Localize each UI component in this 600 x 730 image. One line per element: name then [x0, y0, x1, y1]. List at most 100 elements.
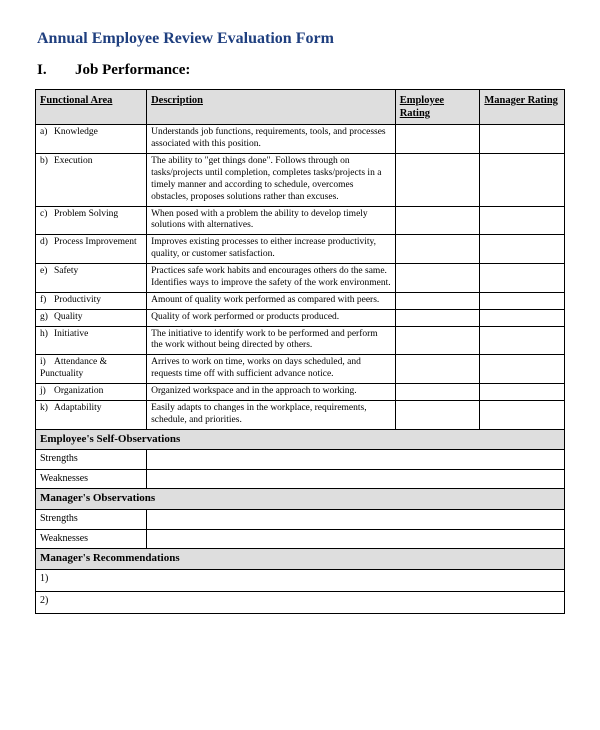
- table-row: d)Process ImprovementImproves existing p…: [36, 235, 565, 264]
- functional-area-cell: i)Attendance & Punctuality: [36, 355, 147, 384]
- row-letter: i): [40, 357, 54, 369]
- description-cell: The ability to "get things done". Follow…: [147, 154, 396, 207]
- row-letter: c): [40, 209, 54, 221]
- row-label: Knowledge: [54, 127, 98, 137]
- self-weaknesses-row: Weaknesses: [36, 469, 565, 489]
- recommendation-1-row: 1): [36, 569, 565, 591]
- employee-rating-cell[interactable]: [395, 206, 480, 235]
- manager-rating-cell[interactable]: [480, 326, 565, 355]
- manager-weaknesses-value[interactable]: [147, 529, 565, 549]
- row-letter: f): [40, 295, 54, 307]
- table-row: c)Problem SolvingWhen posed with a probl…: [36, 206, 565, 235]
- employee-rating-cell[interactable]: [395, 355, 480, 384]
- description-cell: When posed with a problem the ability to…: [147, 206, 396, 235]
- form-title: Annual Employee Review Evaluation Form: [37, 30, 565, 48]
- manager-rating-cell[interactable]: [480, 384, 565, 401]
- description-cell: Arrives to work on time, works on days s…: [147, 355, 396, 384]
- description-cell: Amount of quality work performed as comp…: [147, 292, 396, 309]
- row-letter: b): [40, 156, 54, 168]
- employee-rating-cell[interactable]: [395, 326, 480, 355]
- table-row: g)QualityQuality of work performed or pr…: [36, 309, 565, 326]
- manager-rating-cell[interactable]: [480, 125, 565, 154]
- employee-rating-cell[interactable]: [395, 125, 480, 154]
- evaluation-table: Functional Area Description Employee Rat…: [35, 89, 565, 614]
- manager-rating-cell[interactable]: [480, 400, 565, 429]
- row-label: Execution: [54, 156, 93, 166]
- manager-strengths-row: Strengths: [36, 510, 565, 530]
- row-label: Adaptability: [54, 403, 102, 413]
- functional-area-cell: e)Safety: [36, 264, 147, 293]
- manager-rating-cell[interactable]: [480, 154, 565, 207]
- manager-rating-cell[interactable]: [480, 264, 565, 293]
- section-header: I. Job Performance:: [37, 62, 565, 79]
- employee-rating-cell[interactable]: [395, 235, 480, 264]
- table-row: f)ProductivityAmount of quality work per…: [36, 292, 565, 309]
- recommendation-2[interactable]: 2): [36, 591, 565, 613]
- employee-rating-cell[interactable]: [395, 400, 480, 429]
- employee-rating-cell[interactable]: [395, 309, 480, 326]
- row-letter: g): [40, 312, 54, 324]
- description-cell: Understands job functions, requirements,…: [147, 125, 396, 154]
- self-strengths-row: Strengths: [36, 450, 565, 470]
- manager-rating-cell[interactable]: [480, 355, 565, 384]
- self-observations-header: Employee's Self-Observations: [36, 429, 565, 450]
- self-observations-title: Employee's Self-Observations: [36, 429, 565, 450]
- row-letter: j): [40, 386, 54, 398]
- description-cell: Improves existing processes to either in…: [147, 235, 396, 264]
- manager-weaknesses-label: Weaknesses: [36, 529, 147, 549]
- functional-area-cell: h)Initiative: [36, 326, 147, 355]
- recommendation-1[interactable]: 1): [36, 569, 565, 591]
- row-letter: d): [40, 237, 54, 249]
- manager-weaknesses-row: Weaknesses: [36, 529, 565, 549]
- functional-area-cell: a)Knowledge: [36, 125, 147, 154]
- manager-rating-cell[interactable]: [480, 292, 565, 309]
- col-header-mgr: Manager Rating: [480, 90, 565, 125]
- row-label: Process Improvement: [54, 237, 137, 247]
- row-label: Problem Solving: [54, 209, 118, 219]
- functional-area-cell: d)Process Improvement: [36, 235, 147, 264]
- col-header-emp: Employee Rating: [395, 90, 480, 125]
- functional-area-cell: g)Quality: [36, 309, 147, 326]
- table-header-row: Functional Area Description Employee Rat…: [36, 90, 565, 125]
- self-strengths-label: Strengths: [36, 450, 147, 470]
- recommendation-2-row: 2): [36, 591, 565, 613]
- manager-rating-cell[interactable]: [480, 309, 565, 326]
- description-cell: The initiative to identify work to be pe…: [147, 326, 396, 355]
- self-strengths-value[interactable]: [147, 450, 565, 470]
- row-label: Safety: [54, 266, 78, 276]
- col-header-desc: Description: [147, 90, 396, 125]
- manager-recommendations-title: Manager's Recommendations: [36, 549, 565, 570]
- table-row: k)AdaptabilityEasily adapts to changes i…: [36, 400, 565, 429]
- employee-rating-cell[interactable]: [395, 154, 480, 207]
- manager-rating-cell[interactable]: [480, 235, 565, 264]
- employee-rating-cell[interactable]: [395, 384, 480, 401]
- row-letter: e): [40, 266, 54, 278]
- table-row: h)InitiativeThe initiative to identify w…: [36, 326, 565, 355]
- description-cell: Organized workspace and in the approach …: [147, 384, 396, 401]
- functional-area-cell: b)Execution: [36, 154, 147, 207]
- row-label: Quality: [54, 312, 83, 322]
- manager-observations-header: Manager's Observations: [36, 489, 565, 510]
- functional-area-cell: k)Adaptability: [36, 400, 147, 429]
- self-weaknesses-value[interactable]: [147, 469, 565, 489]
- table-row: e)SafetyPractices safe work habits and e…: [36, 264, 565, 293]
- table-row: j)OrganizationOrganized workspace and in…: [36, 384, 565, 401]
- functional-area-cell: f)Productivity: [36, 292, 147, 309]
- functional-area-cell: j)Organization: [36, 384, 147, 401]
- row-label: Organization: [54, 386, 103, 396]
- manager-recommendations-header: Manager's Recommendations: [36, 549, 565, 570]
- row-letter: k): [40, 403, 54, 415]
- manager-strengths-value[interactable]: [147, 510, 565, 530]
- section-number: I.: [37, 62, 75, 79]
- row-label: Productivity: [54, 295, 101, 305]
- col-header-area: Functional Area: [36, 90, 147, 125]
- employee-rating-cell[interactable]: [395, 292, 480, 309]
- manager-rating-cell[interactable]: [480, 206, 565, 235]
- row-letter: h): [40, 329, 54, 341]
- description-cell: Quality of work performed or products pr…: [147, 309, 396, 326]
- row-label: Initiative: [54, 329, 88, 339]
- employee-rating-cell[interactable]: [395, 264, 480, 293]
- functional-area-cell: c)Problem Solving: [36, 206, 147, 235]
- table-row: b)ExecutionThe ability to "get things do…: [36, 154, 565, 207]
- manager-observations-title: Manager's Observations: [36, 489, 565, 510]
